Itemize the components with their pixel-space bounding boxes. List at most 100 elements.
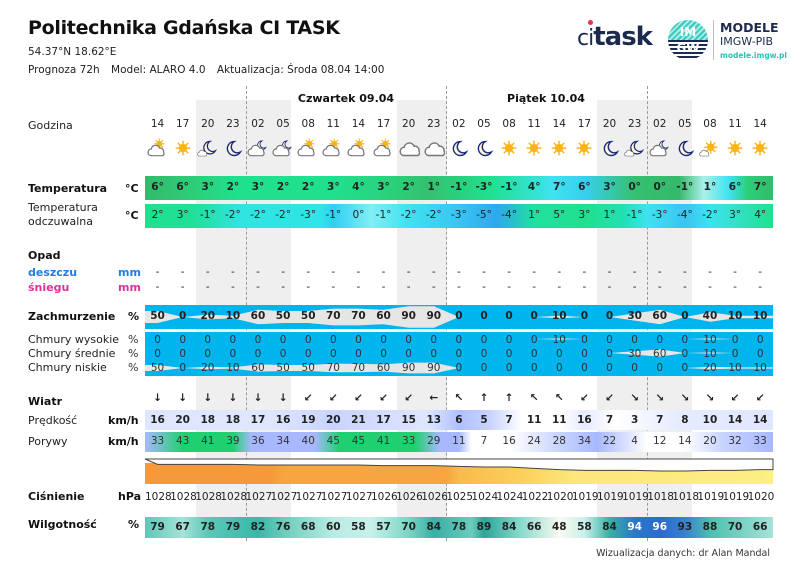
cloud-total-row: 50 0 20 10 60 50 50 70 70 60 90 90 0 0 0 0 10 0 0 30 60 0 40 10…	[145, 310, 773, 322]
pressure-cell: 1028	[145, 491, 172, 503]
temperature-cell: 4°	[352, 181, 365, 193]
hour-cell: 08	[502, 118, 516, 130]
wind-arrow-icon: ↓	[153, 392, 162, 404]
cloud-mid-cell: 0	[756, 348, 764, 360]
feels-like-cell: -2°	[225, 209, 241, 221]
pressure-band	[144, 458, 774, 484]
cloud-total-cell: 0	[681, 310, 689, 322]
humidity-cell: 70	[727, 521, 743, 533]
cloud-low-unit: %	[128, 361, 139, 374]
pressure-cell: 1018	[672, 491, 700, 503]
cloud-mid-cell: 0	[229, 348, 237, 360]
pressure-cell: 1020	[546, 491, 574, 503]
gust-cell: 33	[753, 435, 767, 447]
speed-unit: km/h	[108, 414, 139, 427]
pressure-cell: 1024	[496, 491, 524, 503]
wind-speed-cell: 18	[200, 414, 216, 426]
humidity-cell: 58	[351, 521, 366, 533]
wind-speed-cell: 18	[225, 414, 241, 426]
cloud-low-row: 50 0 20 10 60 50 50 70 70 60 90 90 0 0 0 0 0 0 0 0 0 0 20 10 10	[145, 362, 773, 374]
citask-task: task	[593, 22, 653, 52]
sun-icon	[522, 138, 547, 162]
wind-speed-row: 16 20 18 18 17 16 19 20 21 17 15 13 6 5 7 11 11 16 7 3 7 8 10 1…	[145, 414, 773, 426]
cloud-mid-cell: 0	[731, 348, 739, 360]
sun-icon	[170, 138, 195, 162]
humidity-cell: 70	[401, 521, 416, 533]
citask-dot-icon	[588, 20, 593, 25]
sun-icon	[572, 138, 597, 162]
gust-cell: 16	[502, 435, 516, 447]
pressure-cell: 1018	[647, 491, 674, 503]
rain-cell: -	[381, 266, 386, 278]
pressure-cell: 1028	[220, 491, 248, 503]
temperature-cell: 2°	[402, 181, 415, 193]
wind-arrow-icon: ↓	[228, 392, 238, 404]
temperature-cell: 6°	[151, 181, 164, 193]
partly-cloudy-day-icon	[346, 138, 371, 162]
partly-cloudy-day-icon	[296, 138, 321, 162]
hour-cell: 20	[602, 118, 617, 130]
cloud-mid-cell: 0	[405, 348, 412, 360]
feels-like-band	[145, 204, 773, 228]
temperature-cell: 2°	[226, 181, 240, 193]
rain-cell: -	[482, 266, 486, 278]
humidity-cell: 89	[476, 521, 492, 533]
humidity-cell: 84	[501, 521, 517, 533]
humidity-cell: 79	[150, 521, 165, 533]
humidity-cell: 78	[451, 521, 467, 533]
forecast-range: Prognoza 72h	[28, 64, 100, 76]
wind-speed-cell: 19	[300, 414, 316, 426]
cloud-low-cell: 0	[631, 362, 638, 374]
partly-cloudy-night-icon	[245, 138, 270, 162]
gust-cell: 24	[527, 435, 541, 447]
gust-cell: 22	[602, 435, 617, 447]
cloud-mid-cell: 0	[480, 348, 488, 360]
wind-arrow-icon: ↙	[303, 392, 313, 404]
gust-cell: 34	[276, 435, 290, 447]
wind-speed-band	[145, 410, 773, 430]
cloud-high-cell: 0	[731, 334, 739, 346]
pressure-cell: 1020	[747, 491, 775, 503]
humidity-cell: 68	[300, 521, 316, 533]
hour-cell: 23	[627, 118, 642, 130]
cloud-low-cell: 90	[427, 362, 441, 374]
gust-cell: 4	[631, 435, 638, 447]
cloud-total-cell: 70	[351, 310, 366, 322]
cloud-layers-band	[145, 332, 773, 376]
cloud-mid-cell: 0	[304, 348, 312, 360]
cloud-total-cell: 70	[326, 310, 341, 322]
feels-like-cell: -1°	[626, 209, 643, 221]
humidity-cell: 78	[200, 521, 216, 533]
wind-arrow-icon: ↘	[680, 392, 690, 404]
gust-cell: 40	[301, 435, 315, 447]
humidity-cell: 58	[577, 521, 592, 533]
humidity-cell: 67	[175, 521, 190, 533]
modele-label: MODELE	[720, 20, 779, 35]
cloud-mid-cell: 0	[555, 348, 563, 360]
temperature-cell: 7°	[553, 181, 566, 193]
rain-cell: -	[406, 266, 411, 278]
cloud-high-cell: 0	[229, 334, 237, 346]
rain-cell: -	[180, 266, 185, 278]
moon-icon	[446, 138, 471, 162]
cloud-mid-cell: 0	[455, 348, 463, 360]
temperature-cell: 4°	[527, 181, 541, 193]
moon-icon	[672, 138, 697, 162]
rain-cell: -	[758, 266, 763, 278]
snow-cell: -	[733, 281, 737, 293]
gust-cell: 7	[480, 435, 488, 447]
wind-speed-cell: 7	[656, 414, 664, 426]
hour-cell: 17	[376, 118, 391, 130]
temperature-cell: 3°	[251, 181, 265, 193]
rain-cell: -	[708, 266, 712, 278]
cloud-total-cell: 10	[752, 310, 768, 322]
rain-cell: -	[155, 266, 160, 278]
cloud-total-cell: 0	[530, 310, 538, 322]
pressure-unit: hPa	[118, 490, 142, 503]
pressure-cell: 1019	[722, 491, 750, 503]
cloud-low-cell: 0	[179, 362, 186, 374]
temperature-cell: 6°	[176, 181, 189, 193]
temp-label: Temperatura	[28, 182, 108, 195]
cloud-total-cell: 0	[505, 310, 513, 322]
cloud-low-cell: 0	[455, 362, 463, 374]
